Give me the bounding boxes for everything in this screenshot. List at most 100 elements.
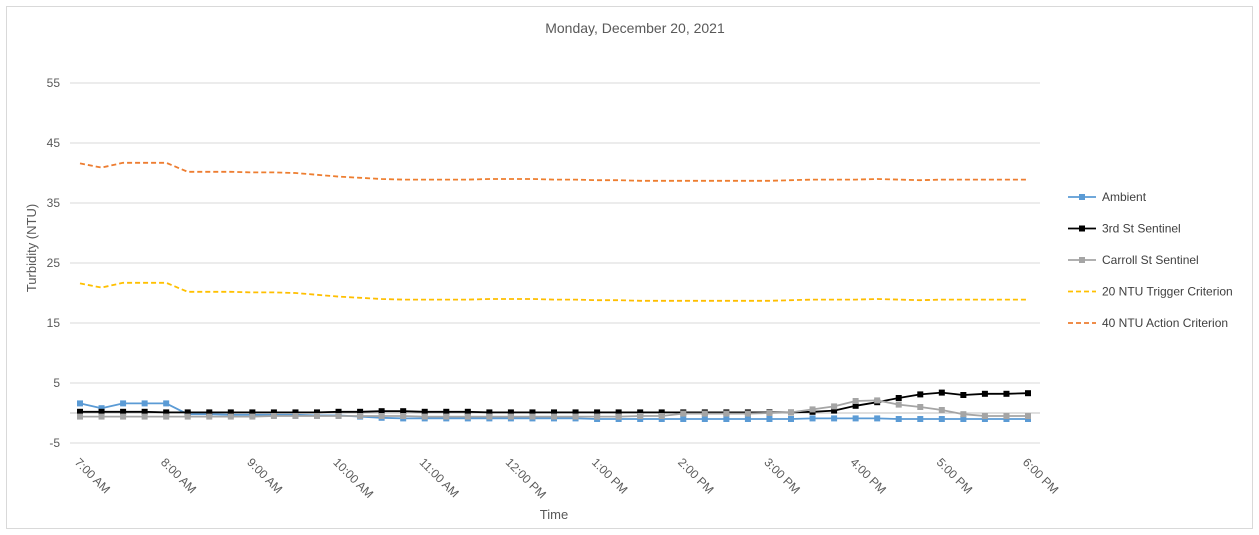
data-point bbox=[551, 409, 557, 416]
data-point bbox=[895, 401, 902, 408]
y-tick-label: 15 bbox=[47, 316, 61, 330]
data-point bbox=[938, 389, 945, 396]
data-point bbox=[680, 410, 687, 417]
data-point bbox=[917, 404, 924, 410]
y-tick-label: -5 bbox=[49, 436, 60, 450]
data-point bbox=[249, 409, 256, 416]
data-point bbox=[529, 413, 536, 420]
legend-marker-0 bbox=[1079, 194, 1085, 200]
data-point bbox=[831, 407, 838, 414]
data-point bbox=[227, 413, 234, 420]
data-point bbox=[443, 413, 450, 420]
data-point bbox=[141, 400, 148, 407]
data-point bbox=[357, 408, 364, 415]
data-point bbox=[486, 413, 493, 420]
data-point bbox=[378, 413, 385, 419]
data-point bbox=[744, 410, 751, 417]
data-point bbox=[895, 395, 902, 401]
x-tick-label: 11:00 AM bbox=[417, 455, 462, 500]
data-point bbox=[507, 413, 514, 420]
data-point bbox=[400, 408, 407, 415]
data-point bbox=[163, 413, 170, 420]
data-point bbox=[637, 413, 644, 419]
data-point bbox=[400, 413, 407, 419]
legend-marker-1 bbox=[1079, 225, 1085, 232]
data-point bbox=[938, 416, 945, 422]
data-point bbox=[184, 413, 191, 420]
data-point bbox=[486, 409, 493, 416]
legend-label-3: 20 NTU Trigger Criterion bbox=[1102, 285, 1233, 299]
data-point bbox=[938, 407, 945, 413]
legend-label-4: 40 NTU Action Criterion bbox=[1102, 316, 1228, 330]
data-point bbox=[120, 413, 127, 420]
y-tick-label: 25 bbox=[47, 256, 61, 270]
x-tick-label: 7:00 AM bbox=[72, 455, 113, 496]
data-point bbox=[960, 416, 967, 422]
data-point bbox=[206, 409, 213, 416]
gridlines bbox=[70, 82, 1040, 444]
data-point bbox=[637, 409, 644, 416]
data-point bbox=[120, 400, 127, 407]
legend-label-2: Carroll St Sentinel bbox=[1102, 253, 1199, 267]
y-axis-title: Turbidity (NTU) bbox=[24, 204, 39, 292]
y-tick-label: 35 bbox=[47, 196, 61, 210]
data-point bbox=[335, 408, 342, 415]
series-line-3 bbox=[79, 281, 1028, 302]
data-point bbox=[141, 413, 148, 420]
y-tick-label: 5 bbox=[53, 376, 60, 390]
data-point bbox=[464, 408, 471, 415]
data-point bbox=[421, 413, 428, 420]
data-point bbox=[744, 416, 751, 422]
data-point bbox=[895, 416, 902, 422]
data-point bbox=[227, 409, 234, 416]
x-tick-label: 3:00 PM bbox=[761, 455, 803, 497]
series-line-4 bbox=[79, 161, 1028, 182]
data-point bbox=[206, 413, 213, 420]
y-tick-label: 45 bbox=[47, 136, 61, 150]
data-point bbox=[163, 400, 170, 407]
data-point bbox=[572, 413, 579, 420]
data-point bbox=[163, 409, 170, 416]
data-point bbox=[77, 408, 83, 415]
axes: -5 5 15 25 35 45 55 7:00 AM 8:00 AM 9:00 AM 10:00 … bbox=[47, 76, 1062, 501]
data-point bbox=[960, 392, 967, 398]
data-point bbox=[314, 409, 320, 416]
chart-frame bbox=[6, 6, 1253, 529]
x-tick-label: 9:00 AM bbox=[244, 455, 285, 496]
data-point bbox=[766, 416, 773, 422]
data-point bbox=[270, 409, 277, 416]
data-point bbox=[120, 408, 127, 415]
data-point bbox=[335, 413, 342, 419]
x-tick-label: 1:00 PM bbox=[589, 455, 631, 497]
data-point bbox=[507, 409, 514, 416]
data-point bbox=[701, 410, 708, 417]
data-point bbox=[809, 406, 816, 413]
data-point bbox=[1003, 390, 1010, 397]
chart-title: Monday, December 20, 2021 bbox=[545, 20, 725, 36]
data-point bbox=[658, 413, 665, 419]
data-point bbox=[98, 408, 105, 415]
data-point bbox=[917, 391, 924, 398]
data-point bbox=[292, 413, 299, 419]
data-point bbox=[378, 408, 385, 415]
data-point bbox=[1025, 390, 1031, 397]
data-point bbox=[572, 409, 579, 416]
data-point bbox=[917, 416, 924, 422]
data-point bbox=[874, 415, 881, 422]
data-point bbox=[141, 408, 148, 415]
legend-label-0: Ambient bbox=[1102, 190, 1147, 204]
data-point bbox=[77, 413, 83, 420]
data-point bbox=[1025, 413, 1031, 419]
x-tick-label: 8:00 AM bbox=[158, 455, 199, 496]
data-point bbox=[680, 416, 687, 422]
x-tick-label: 6:00 PM bbox=[1020, 455, 1062, 497]
data-point bbox=[723, 410, 730, 417]
data-point bbox=[831, 403, 838, 410]
data-point bbox=[464, 413, 471, 420]
data-point bbox=[615, 413, 622, 420]
data-point bbox=[788, 409, 794, 416]
data-point bbox=[98, 413, 105, 420]
data-point bbox=[874, 397, 881, 404]
data-point bbox=[658, 409, 665, 416]
